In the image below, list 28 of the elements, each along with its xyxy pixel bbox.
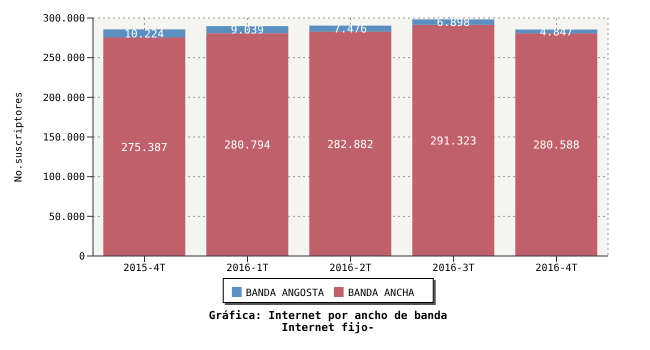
data-label: 282.882 xyxy=(327,138,374,151)
bar xyxy=(103,38,186,256)
data-label: 291.323 xyxy=(430,134,476,148)
y-tick-label: 150.000 xyxy=(42,132,85,144)
y-axis-title: No.suscriptores xyxy=(14,92,25,182)
text: Gráfica: Internet por ancho de banda xyxy=(208,309,448,322)
text: Internet fijo- xyxy=(280,321,376,334)
data-label: 9.039 xyxy=(230,24,264,37)
legend-label: BANDA ANGOSTA xyxy=(246,288,324,299)
y-tick-label: 50.000 xyxy=(48,212,85,223)
bar xyxy=(206,33,288,256)
legend-label: BANDA ANCHA xyxy=(348,288,414,299)
y-tick-label: 100.000 xyxy=(42,172,85,184)
bar xyxy=(412,24,494,256)
x-tick-label: 2016-2T xyxy=(329,263,372,274)
x-tick-label: 2016-4T xyxy=(535,263,578,274)
y-tick-label: 0 xyxy=(78,252,85,263)
data-label: 280.794 xyxy=(224,138,271,152)
x-tick-label: 2015-4T xyxy=(123,263,166,274)
y-tick-label: 200.000 xyxy=(42,92,85,104)
data-label: 275.387 xyxy=(121,140,168,154)
y-tick-label: 300.000 xyxy=(42,14,85,25)
y-tick-label: 250.000 xyxy=(42,53,85,64)
x-tick-label: 2016-3T xyxy=(432,263,475,274)
data-label: 280.588 xyxy=(533,138,580,152)
bar xyxy=(309,32,392,256)
data-label: 10.224 xyxy=(124,27,165,40)
x-tick-label: 2016-1T xyxy=(226,263,269,274)
